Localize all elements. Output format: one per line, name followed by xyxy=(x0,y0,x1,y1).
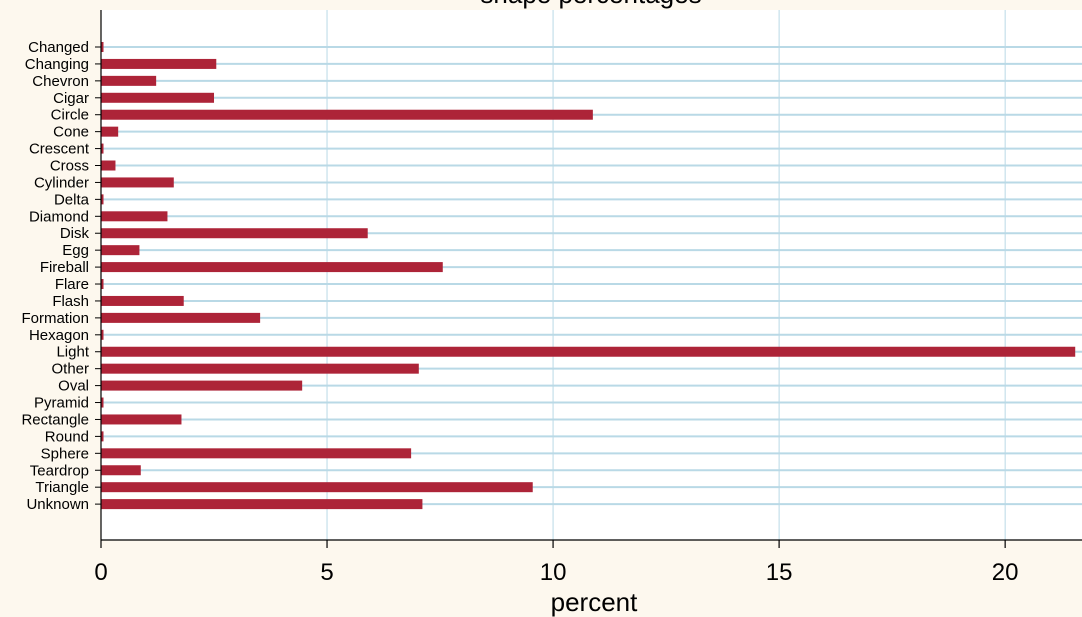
bar-hexagon xyxy=(101,329,104,340)
bar-other xyxy=(101,363,419,374)
bar-crescent xyxy=(101,143,104,154)
category-label: Cylinder xyxy=(34,174,89,191)
bar-sphere xyxy=(101,448,412,459)
category-label: Changing xyxy=(25,56,89,73)
category-label: Light xyxy=(56,344,89,361)
x-tick-label: 5 xyxy=(320,559,333,586)
bar-formation xyxy=(101,312,261,323)
x-tick-label: 10 xyxy=(540,559,567,586)
bar-layer xyxy=(101,42,1076,510)
category-label: Cigar xyxy=(53,90,89,107)
category-label: Cross xyxy=(50,158,89,175)
category-label: Circle xyxy=(51,107,89,124)
category-label: Chevron xyxy=(32,73,89,90)
category-label: Teardrop xyxy=(30,462,89,479)
bar-flare xyxy=(101,279,104,290)
category-label: Fireball xyxy=(40,259,89,276)
bar-disk xyxy=(101,228,368,239)
chart-title: shape percentages xyxy=(480,0,701,9)
bar-rectangle xyxy=(101,414,182,425)
category-label: Sphere xyxy=(41,445,89,462)
category-label: Rectangle xyxy=(21,411,89,428)
bar-cylinder xyxy=(101,177,174,188)
category-label: Disk xyxy=(60,225,90,242)
bar-diamond xyxy=(101,211,168,222)
category-label: Flare xyxy=(55,276,89,293)
bar-fireball xyxy=(101,262,443,273)
bar-delta xyxy=(101,194,104,205)
bar-egg xyxy=(101,245,140,256)
bar-flash xyxy=(101,295,184,306)
x-axis-title: percent xyxy=(551,587,638,617)
category-label: Pyramid xyxy=(34,395,89,412)
bar-cone xyxy=(101,126,119,137)
category-label: Flash xyxy=(52,293,89,310)
bar-pyramid xyxy=(101,397,104,408)
plot-background xyxy=(101,10,1082,540)
category-label: Hexagon xyxy=(29,327,89,344)
category-label: Formation xyxy=(21,310,89,327)
category-label: Diamond xyxy=(29,208,89,225)
category-label: Changed xyxy=(28,39,89,56)
bar-round xyxy=(101,431,104,442)
category-label: Cone xyxy=(53,124,89,141)
x-tick-label: 20 xyxy=(992,559,1019,586)
bar-oval xyxy=(101,380,303,391)
category-label: Unknown xyxy=(26,496,89,513)
bar-light xyxy=(101,346,1076,357)
category-label: Crescent xyxy=(29,141,90,158)
category-label-layer: ChangedChangingChevronCigarCircleConeCre… xyxy=(21,39,101,513)
bar-changed xyxy=(101,42,104,52)
bar-triangle xyxy=(101,482,533,493)
x-tick-label: 15 xyxy=(766,559,793,586)
bar-cross xyxy=(101,160,116,171)
category-label: Oval xyxy=(58,378,89,395)
category-label: Other xyxy=(51,361,89,378)
x-tick-layer: 0 5 10 15 20 xyxy=(94,540,1018,586)
x-tick-label: 0 xyxy=(94,559,107,586)
bar-unknown xyxy=(101,499,423,510)
category-label: Triangle xyxy=(35,479,89,496)
bar-teardrop xyxy=(101,465,141,476)
bar-cigar xyxy=(101,92,215,103)
bar-chevron xyxy=(101,75,157,86)
bar-circle xyxy=(101,109,593,120)
category-label: Round xyxy=(45,428,89,445)
category-label: Delta xyxy=(54,191,90,208)
category-label: Egg xyxy=(62,242,89,259)
bar-changing xyxy=(101,58,217,69)
